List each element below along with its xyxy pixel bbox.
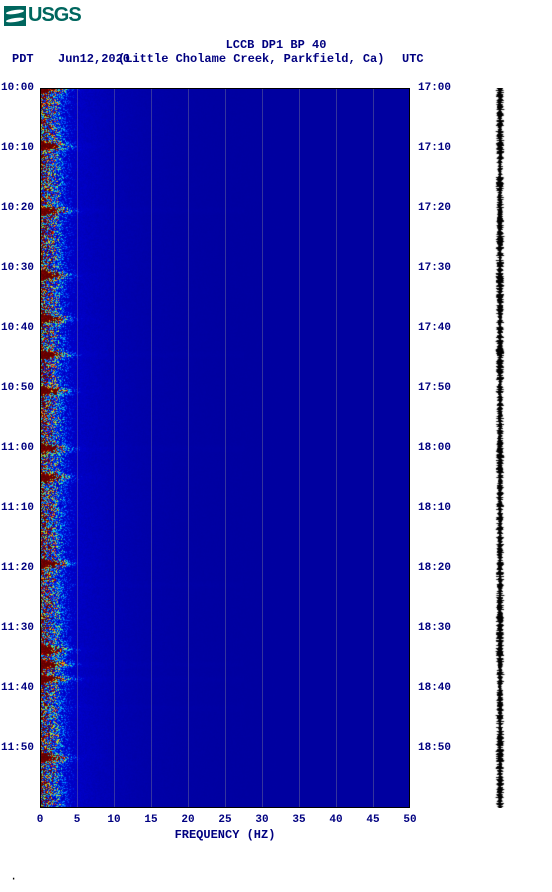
gridline: [373, 88, 374, 808]
tz-left-label: PDT: [12, 52, 34, 66]
yaxis-left-label: 11:10: [0, 502, 34, 514]
yaxis-left-label: 10:30: [0, 262, 34, 274]
gridline: [225, 88, 226, 808]
xaxis-tick-label: 15: [144, 814, 157, 826]
xaxis-title: FREQUENCY (HZ): [40, 828, 410, 842]
yaxis-right-label: 17:40: [418, 322, 451, 334]
yaxis-left-label: 10:00: [0, 82, 34, 94]
xaxis-tick-label: 45: [366, 814, 379, 826]
yaxis-left-label: 11:00: [0, 442, 34, 454]
yaxis-right-label: 18:00: [418, 442, 451, 454]
footer-mark: ·: [10, 872, 17, 886]
yaxis-right-label: 17:20: [418, 202, 451, 214]
xaxis-tick-label: 20: [181, 814, 194, 826]
logo-text: USGS: [28, 4, 81, 27]
yaxis-right-label: 17:00: [418, 82, 451, 94]
yaxis-left-label: 10:50: [0, 382, 34, 394]
yaxis-right-label: 18:40: [418, 682, 451, 694]
gridline: [151, 88, 152, 808]
yaxis-left-label: 11:20: [0, 562, 34, 574]
yaxis-right-label: 18:10: [418, 502, 451, 514]
xaxis-tick-label: 10: [107, 814, 120, 826]
plot-subtitle: PDT Jun12,2020 (Little Cholame Creek, Pa…: [12, 52, 552, 66]
xaxis-tick-label: 30: [255, 814, 268, 826]
yaxis-right-label: 18:50: [418, 742, 451, 754]
yaxis-left-label: 10:10: [0, 142, 34, 154]
yaxis-left-label: 11:40: [0, 682, 34, 694]
xaxis-tick-label: 5: [74, 814, 81, 826]
xaxis-tick-label: 35: [292, 814, 305, 826]
gridline: [336, 88, 337, 808]
gridline: [114, 88, 115, 808]
gridline: [77, 88, 78, 808]
usgs-logo: USGS: [4, 4, 81, 27]
waveform-trace: [492, 88, 508, 808]
yaxis-left-label: 11:50: [0, 742, 34, 754]
yaxis-right-label: 17:50: [418, 382, 451, 394]
wave-icon: [4, 6, 26, 26]
gridline: [188, 88, 189, 808]
location-label: (Little Cholame Creek, Parkfield, Ca): [118, 52, 384, 66]
yaxis-right-label: 17:30: [418, 262, 451, 274]
xaxis-tick-label: 50: [403, 814, 416, 826]
yaxis-right-label: 17:10: [418, 142, 451, 154]
xaxis-tick-label: 40: [329, 814, 342, 826]
tz-right-label: UTC: [402, 52, 424, 66]
yaxis-right-label: 18:30: [418, 622, 451, 634]
yaxis-left-label: 10:20: [0, 202, 34, 214]
gridline: [262, 88, 263, 808]
gridline: [299, 88, 300, 808]
spectrogram-plot: [40, 88, 410, 808]
xaxis-tick-label: 25: [218, 814, 231, 826]
xaxis-tick-label: 0: [37, 814, 44, 826]
yaxis-left-label: 10:40: [0, 322, 34, 334]
yaxis-left-label: 11:30: [0, 622, 34, 634]
yaxis-right-label: 18:20: [418, 562, 451, 574]
